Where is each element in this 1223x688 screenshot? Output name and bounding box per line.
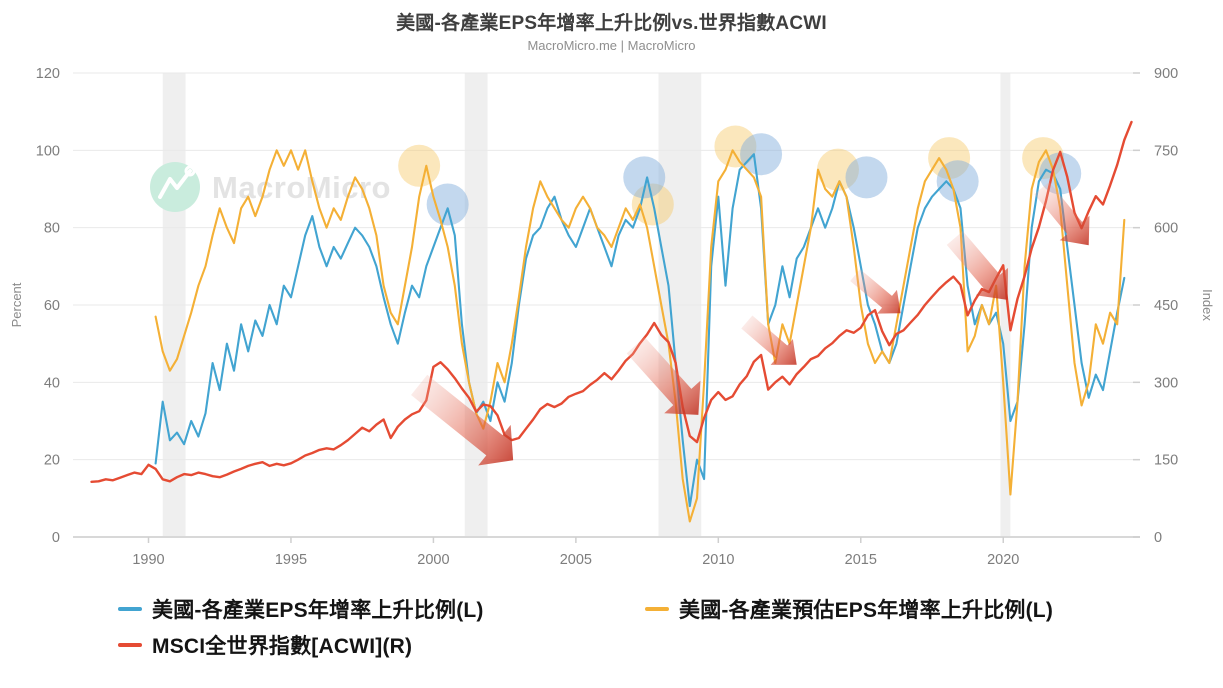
y-right-tick-label: 900 bbox=[1154, 66, 1178, 82]
legend-swatch-yellow-icon bbox=[645, 607, 669, 611]
legend-label-acwi: MSCI全世界指數[ACWI](R) bbox=[152, 635, 413, 658]
y-left-tick-label: 60 bbox=[44, 298, 60, 314]
legend-row: MSCI全世界指數[ACWI](R) bbox=[118, 630, 1223, 660]
x-tick-label: 2010 bbox=[702, 552, 734, 568]
y-right-tick-label: 600 bbox=[1154, 221, 1178, 237]
highlight-circle-yellow bbox=[714, 125, 757, 168]
legend-label-eps-breadth: 美國-各產業EPS年增率上升比例(L) bbox=[152, 599, 484, 622]
decline-arrow-icon bbox=[850, 269, 901, 314]
highlight-circle-blue bbox=[623, 156, 666, 199]
highlight-circle-blue bbox=[845, 156, 888, 199]
chart-legend: 美國-各產業EPS年增率上升比例(L) 美國-各產業預估EPS年增率上升比例(L… bbox=[118, 594, 1223, 666]
x-tick-label: 1995 bbox=[275, 552, 307, 568]
watermark-text: MacroMicro bbox=[212, 170, 391, 205]
chart-subtitle: MacroMicro.me | MacroMicro bbox=[527, 38, 696, 53]
chart-title: 美國-各產業EPS年增率上升比例vs.世界指數ACWI bbox=[396, 13, 827, 34]
y-left-tick-label: 20 bbox=[44, 453, 60, 469]
x-tick-label: 1990 bbox=[132, 552, 164, 568]
x-tick-label: 2020 bbox=[987, 552, 1019, 568]
highlight-circle-blue bbox=[936, 160, 979, 203]
chart-canvas: MacroMicro 1990 1995 2000 2005 2010 2015 2020 0 2… bbox=[9, 66, 1215, 568]
y-left-tick-label: 120 bbox=[36, 66, 60, 82]
legend-item-eps-breadth[interactable]: 美國-各產業EPS年增率上升比例(L) bbox=[118, 594, 645, 624]
legend-row: 美國-各產業EPS年增率上升比例(L) 美國-各產業預估EPS年增率上升比例(L… bbox=[118, 594, 1223, 624]
highlight-circle-blue bbox=[740, 133, 783, 176]
y-right-tick-label: 0 bbox=[1154, 530, 1162, 546]
decline-arrow-icon bbox=[626, 337, 701, 415]
highlight-circle-yellow bbox=[816, 148, 859, 191]
y-right-tick-label: 300 bbox=[1154, 375, 1178, 391]
highlight-circle-yellow bbox=[928, 137, 971, 180]
y-right-axis-title: Index bbox=[1200, 289, 1215, 321]
macromicro-mountain-logo-icon bbox=[158, 169, 192, 199]
y-left-tick-label: 40 bbox=[44, 375, 60, 391]
legend-swatch-blue-icon bbox=[118, 607, 142, 611]
x-tick-label: 2015 bbox=[845, 552, 877, 568]
x-tick-label: 2000 bbox=[417, 552, 449, 568]
legend-label-estimated-eps-breadth: 美國-各產業預估EPS年增率上升比例(L) bbox=[679, 599, 1054, 622]
decline-arrow-icon bbox=[411, 374, 514, 466]
series-line-1 bbox=[154, 149, 1126, 523]
y-right-tick-label: 750 bbox=[1154, 143, 1178, 159]
series-line-2 bbox=[90, 120, 1133, 483]
y-left-axis-title: Percent bbox=[9, 282, 24, 327]
x-tick-label: 2005 bbox=[560, 552, 592, 568]
highlight-circle-yellow bbox=[398, 144, 441, 187]
legend-swatch-red-icon bbox=[118, 643, 142, 647]
decline-arrow-icon bbox=[741, 315, 797, 365]
y-left-tick-label: 0 bbox=[52, 530, 60, 546]
highlight-circle-blue bbox=[426, 183, 469, 226]
macromicro-watermark: MacroMicro bbox=[150, 162, 391, 212]
y-left-tick-label: 80 bbox=[44, 221, 60, 237]
decline-arrow-icon bbox=[1034, 181, 1090, 246]
decline-arrow-icon bbox=[946, 231, 1009, 300]
legend-item-estimated-eps-breadth[interactable]: 美國-各產業預估EPS年增率上升比例(L) bbox=[645, 594, 1053, 624]
y-right-tick-label: 450 bbox=[1154, 298, 1178, 314]
y-left-tick-label: 100 bbox=[36, 143, 60, 159]
legend-item-acwi[interactable]: MSCI全世界指數[ACWI](R) bbox=[118, 630, 645, 660]
y-right-tick-label: 150 bbox=[1154, 453, 1178, 469]
